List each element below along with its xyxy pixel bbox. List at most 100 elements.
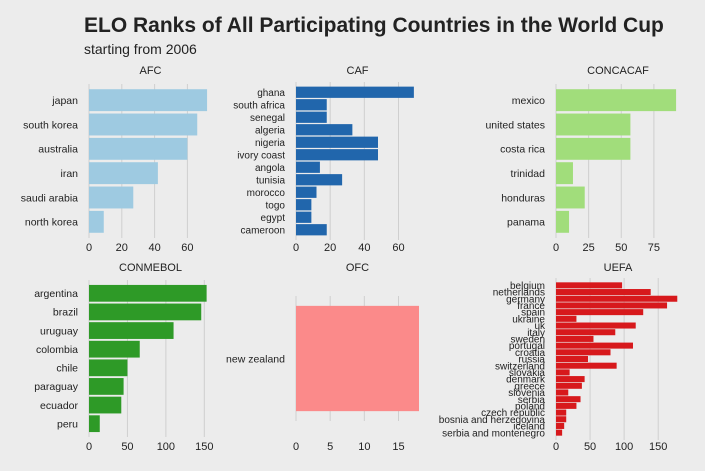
x-tick-label: 5 <box>327 441 333 453</box>
category-label: argentina <box>34 288 78 300</box>
bar-ecuador <box>89 396 122 414</box>
category-label: czech republic <box>481 408 545 419</box>
category-label: netherlands <box>493 288 545 299</box>
category-label: germany <box>506 294 545 305</box>
category-label: new zealand <box>226 353 285 365</box>
panel-title: CONCACAF <box>587 65 649 77</box>
bar-algeria <box>296 124 353 136</box>
category-label: uruguay <box>40 325 79 337</box>
panel-conmebol: CONMEBOL argentina brazil uruguay colombia ch… <box>34 262 213 453</box>
category-label: italy <box>527 328 545 339</box>
category-label: paraguay <box>34 381 79 393</box>
category-label: bosnia and herzegovina <box>439 415 546 426</box>
bar-belgium <box>556 282 623 289</box>
x-tick-label: 20 <box>324 242 336 254</box>
bar-south-africa <box>296 99 327 111</box>
category-label: uk <box>534 321 546 332</box>
category-label: france <box>517 301 545 312</box>
panel-ofc: OFC new zealand 0 5 10 15 <box>226 262 419 453</box>
category-label: japan <box>51 95 78 107</box>
bar-argentina <box>89 284 207 302</box>
bar-senegal <box>296 111 327 123</box>
x-tick-label: 25 <box>583 242 595 254</box>
category-label: ukraine <box>512 314 545 325</box>
bar-south-korea <box>89 113 198 136</box>
panel-title: CONMEBOL <box>119 262 182 274</box>
category-label: ghana <box>257 88 285 99</box>
bar-australia <box>89 137 188 160</box>
category-label: australia <box>38 144 78 156</box>
bar-poland <box>556 402 577 409</box>
bar-morocco <box>296 186 317 198</box>
category-label: iceland <box>513 422 545 433</box>
category-label: nigeria <box>255 138 285 149</box>
bar-japan <box>89 89 208 112</box>
x-tick-label: 100 <box>157 441 175 453</box>
bar-angola <box>296 161 320 173</box>
bar-france <box>556 302 668 309</box>
category-label: poland <box>515 401 545 412</box>
x-tick-label: 0 <box>553 242 559 254</box>
category-label: tunisia <box>256 175 285 186</box>
category-label: morocco <box>247 188 286 199</box>
category-label: greece <box>514 381 545 392</box>
bar-paraguay <box>89 378 124 395</box>
bar-brazil <box>89 303 202 321</box>
x-tick-label: 20 <box>116 242 128 254</box>
bar-togo <box>296 199 312 211</box>
category-label: sweden <box>511 335 545 346</box>
bar-italy <box>556 329 616 336</box>
category-label: serbia <box>518 395 546 406</box>
x-tick-label: 0 <box>293 441 299 453</box>
x-tick-label: 40 <box>148 242 160 254</box>
category-label: serbia and montenegro <box>442 428 545 439</box>
x-tick-label: 50 <box>584 441 596 453</box>
x-tick-label: 0 <box>86 441 92 453</box>
bar-czech-republic <box>556 409 567 416</box>
bar-panama <box>556 210 570 233</box>
bar-new-zealand <box>296 305 419 412</box>
bar-uk <box>556 322 636 329</box>
category-label: slovenia <box>508 388 545 399</box>
bar-germany <box>556 295 678 302</box>
bar-chile <box>89 359 128 377</box>
category-label: belgium <box>510 281 545 292</box>
bar-iran <box>89 162 158 185</box>
category-label: denmark <box>506 375 546 386</box>
category-label: croatia <box>515 348 545 359</box>
bar-tunisia <box>296 174 343 186</box>
category-label: honduras <box>501 192 545 204</box>
bar-colombia <box>89 340 140 358</box>
panel-concacaf: CONCACAF mexico united states costa rica tri… <box>485 65 677 254</box>
bar-netherlands <box>556 289 651 296</box>
panel-title: UEFA <box>604 262 633 274</box>
x-tick-label: 50 <box>121 441 133 453</box>
category-label: chile <box>56 363 78 375</box>
bar-trinidad <box>556 162 573 185</box>
panel-title: AFC <box>140 65 162 77</box>
bar-ukraine <box>556 315 577 322</box>
bar-bosnia-and-herzegovina <box>556 416 567 423</box>
category-label: costa rica <box>500 144 545 156</box>
bar-uruguay <box>89 322 174 339</box>
bar-serbia <box>556 396 581 403</box>
x-tick-label: 100 <box>615 441 633 453</box>
category-label: south africa <box>233 100 285 111</box>
bar-cameroon <box>296 224 327 236</box>
category-label: slovakia <box>509 368 546 379</box>
x-tick-label: 60 <box>392 242 404 254</box>
bar-saudi-arabia <box>89 186 134 209</box>
panel-uefa: UEFA belgiumnetherlandsgermanyfrancespain… <box>439 262 678 453</box>
bar-costa-rica <box>556 137 631 160</box>
category-label: saudi arabia <box>21 192 78 204</box>
category-label: russia <box>518 355 545 366</box>
bar-egypt <box>296 211 312 223</box>
bar-russia <box>556 355 589 363</box>
category-label: senegal <box>250 113 285 124</box>
category-label: algeria <box>255 125 285 136</box>
category-label: brazil <box>53 307 78 319</box>
bar-spain <box>556 309 644 316</box>
x-tick-label: 50 <box>615 242 627 254</box>
bar-honduras <box>556 186 585 209</box>
